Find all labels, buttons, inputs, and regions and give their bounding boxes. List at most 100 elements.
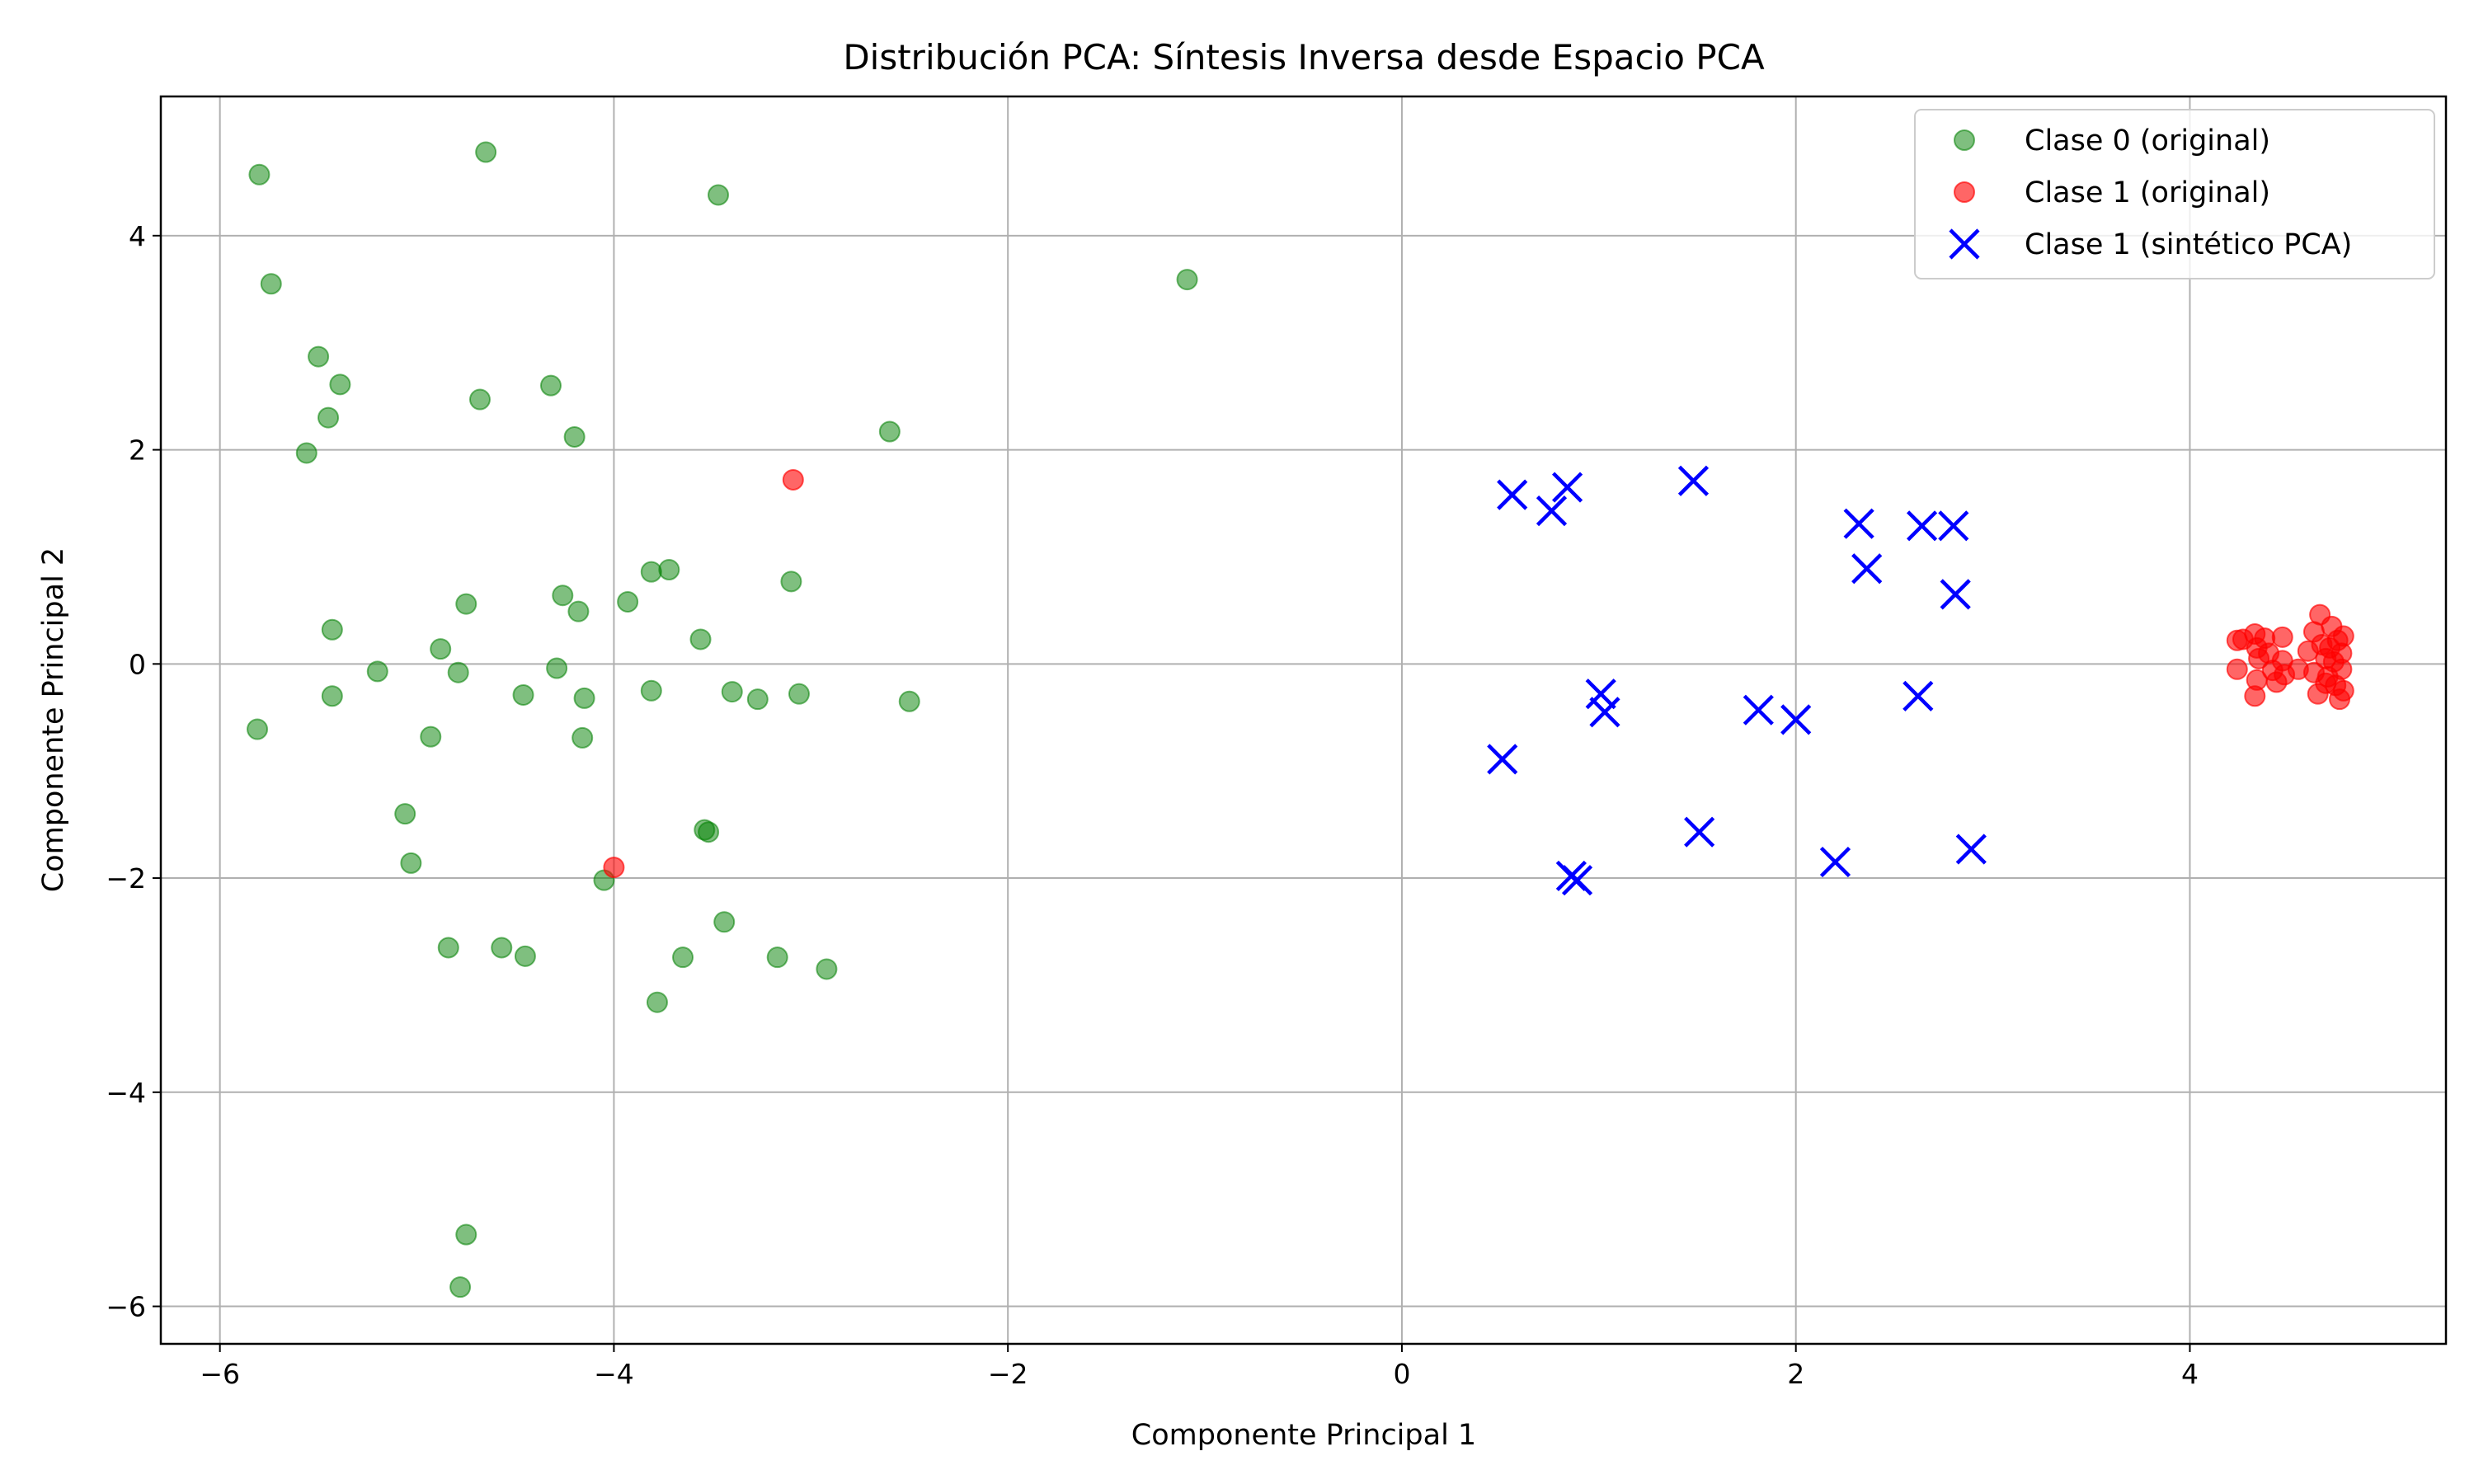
x-tick-label: 0 (1393, 1358, 1410, 1390)
x-marker-point (1561, 865, 1593, 896)
series-1 (603, 468, 2354, 879)
y-tick-label: −2 (106, 862, 146, 895)
circle-point (788, 683, 810, 705)
x-marker-point (1487, 744, 1518, 775)
x-marker-point (1743, 694, 1774, 726)
circle-point (780, 571, 802, 593)
axis-ticks: −6 −4 −2 0 2 4 −6 −4 −2 0 2 4 (106, 220, 2199, 1390)
circle-point (672, 946, 694, 969)
x-marker-point (1906, 510, 1938, 542)
data-points (247, 141, 2354, 1298)
circle-point (2332, 679, 2354, 702)
circle-point (713, 911, 736, 933)
circle-point (640, 679, 662, 702)
x-marker-point (1677, 465, 1710, 496)
x-marker-point (1684, 816, 1715, 848)
circle-point (491, 937, 513, 959)
circle-point (782, 468, 804, 491)
circle-point (449, 1276, 472, 1298)
x-marker-point (1843, 508, 1874, 539)
x-tick-label: 2 (1787, 1358, 1804, 1390)
circle-point (329, 373, 351, 396)
circle-point (455, 1223, 477, 1246)
circle-point (746, 688, 769, 711)
chart-title: Distribución PCA: Síntesis Inversa desde… (843, 37, 1765, 77)
x-marker-point (1552, 472, 1583, 503)
y-tick-label: −4 (106, 1077, 146, 1109)
x-marker-point (1938, 510, 1969, 542)
circle-point (573, 687, 595, 709)
circle-point (2319, 636, 2341, 659)
circle-point (321, 685, 343, 707)
circle-point (552, 585, 574, 607)
circle-point (260, 273, 282, 295)
circle-point (512, 683, 534, 706)
x-marker-point (1955, 834, 1987, 865)
circle-point (2315, 672, 2337, 694)
circle-point (698, 821, 720, 843)
legend: Clase 0 (original) Clase 1 (original) Clas… (1914, 109, 2435, 279)
circle-point (437, 937, 459, 959)
circle-point (514, 945, 536, 967)
circle-point (898, 690, 920, 712)
circle-point (394, 803, 416, 825)
circle-point (708, 184, 730, 206)
circle-point (366, 660, 388, 683)
circle-point (816, 958, 838, 980)
circle-point (475, 141, 497, 163)
circle-point (721, 681, 743, 703)
circle-point (617, 590, 639, 613)
series-0 (247, 141, 1198, 1298)
legend-marker (1954, 181, 1975, 203)
circle-point (689, 628, 712, 650)
x-marker-point (1585, 679, 1616, 710)
circle-point (308, 345, 330, 368)
y-axis-label: Componente Principal 2 (37, 547, 70, 892)
circle-point (2271, 626, 2293, 648)
circle-point (766, 946, 788, 969)
x-marker-point (1940, 579, 1971, 610)
circle-point (400, 852, 422, 874)
circle-point (248, 163, 270, 186)
series-2 (1487, 465, 1987, 896)
x-marker-point (1536, 495, 1568, 527)
circle-point (321, 618, 343, 641)
circle-point (546, 657, 568, 679)
circle-point (539, 374, 562, 397)
circle-point (646, 991, 668, 1013)
plot-frame (159, 95, 2448, 1345)
circle-point (468, 388, 491, 411)
circle-point (2332, 625, 2354, 647)
circle-point (1176, 269, 1198, 291)
circle-point (563, 425, 586, 448)
y-tick-label: 2 (129, 434, 146, 467)
x-tick-label: −4 (594, 1358, 634, 1390)
legend-label: Clase 1 (sintético PCA) (2025, 228, 2352, 261)
circle-point (420, 726, 442, 748)
legend-label: Clase 0 (original) (2025, 124, 2270, 157)
x-marker-point (1819, 846, 1851, 878)
circle-point (878, 420, 901, 443)
circle-point (567, 600, 590, 622)
x-marker-point (1780, 704, 1812, 735)
x-axis-label: Componente Principal 1 (1131, 1419, 1476, 1452)
circle-point (658, 559, 680, 581)
circle-point (317, 406, 340, 429)
legend-marker (1954, 129, 1975, 151)
circle-point (2331, 658, 2353, 680)
legend-box (1914, 109, 2435, 279)
circle-point (571, 726, 594, 749)
x-marker-point (1851, 553, 1883, 585)
x-marker-point (1589, 697, 1620, 728)
y-tick-label: 4 (129, 220, 146, 252)
legend-label: Clase 1 (original) (2025, 176, 2270, 209)
circle-point (455, 593, 477, 615)
legend-marker (1949, 228, 1980, 260)
circle-point (247, 718, 269, 740)
circle-point (603, 857, 625, 879)
x-tick-label: −6 (200, 1358, 240, 1390)
circle-point (430, 638, 452, 660)
circle-point (447, 661, 469, 683)
